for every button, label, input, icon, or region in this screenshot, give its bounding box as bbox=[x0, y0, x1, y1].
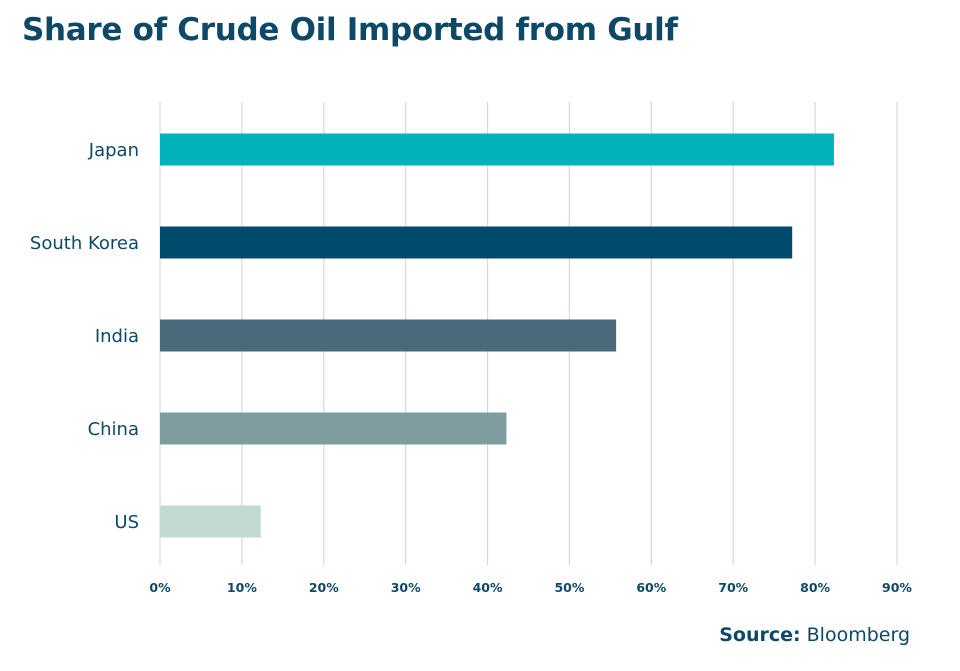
bars bbox=[160, 133, 834, 538]
category-label: China bbox=[88, 419, 139, 440]
category-labels: Japan South Korea India China US bbox=[30, 140, 139, 533]
bar-india bbox=[160, 319, 617, 352]
x-tick-label: 20% bbox=[309, 580, 339, 595]
bar-south-korea bbox=[160, 226, 793, 259]
source-value: Bloomberg bbox=[806, 624, 910, 646]
x-tick-label: 0% bbox=[149, 580, 171, 595]
x-tick-label: 60% bbox=[636, 580, 666, 595]
x-tick-label: 10% bbox=[227, 580, 257, 595]
x-tick-label: 40% bbox=[473, 580, 503, 595]
x-tick-label: 50% bbox=[554, 580, 584, 595]
x-tick-label: 30% bbox=[391, 580, 421, 595]
chart-title: Share of Crude Oil Imported from Gulf bbox=[22, 12, 678, 48]
category-label: US bbox=[114, 512, 139, 533]
source-note: Source: Bloomberg bbox=[719, 624, 910, 646]
bar-china bbox=[160, 412, 507, 445]
category-label: Japan bbox=[88, 140, 139, 161]
x-tick-label: 80% bbox=[800, 580, 830, 595]
x-tick-label: 90% bbox=[882, 580, 912, 595]
source-label: Source: bbox=[719, 624, 801, 646]
bar-us bbox=[160, 505, 261, 538]
bar-japan bbox=[160, 133, 834, 166]
category-label: South Korea bbox=[30, 233, 139, 254]
x-axis-tick-labels: 0% 10% 20% 30% 40% 50% 60% 70% 80% 90% bbox=[149, 580, 912, 595]
category-label: India bbox=[95, 326, 139, 347]
x-tick-label: 70% bbox=[718, 580, 748, 595]
